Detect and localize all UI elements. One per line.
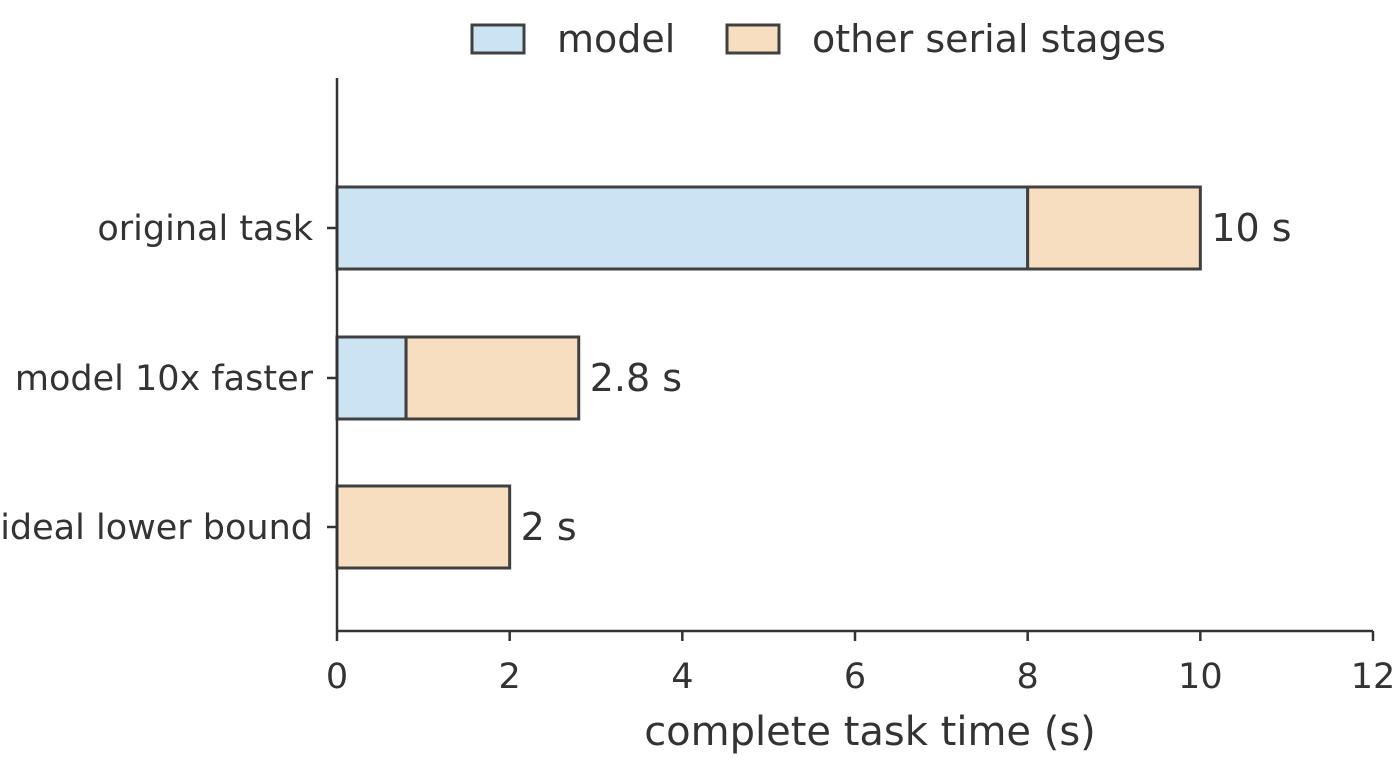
category-label: original task [97, 209, 313, 249]
legend-swatch-other-serial-stages [725, 23, 781, 55]
legend-label-model: model [557, 17, 675, 61]
bar-other-serial-stages-0 [1026, 185, 1202, 271]
bar-other-serial-stages-2 [335, 484, 512, 570]
legend-label-other-serial-stages: other serial stages [812, 17, 1166, 61]
category-label: ideal lower bound [0, 508, 313, 548]
x-tick-label: 2 [499, 657, 521, 697]
x-axis-title: complete task time (s) [644, 709, 1096, 755]
x-tick-label: 0 [326, 657, 348, 697]
bars [335, 185, 1202, 570]
bar-total-label: 10 s [1211, 206, 1291, 250]
legend: model other serial stages [470, 17, 1166, 61]
legend-swatch-model [470, 23, 526, 55]
bar-other-serial-stages-1 [404, 335, 581, 421]
axes: 0 2 4 6 8 10 12 original task model 10x faster id… [0, 78, 1395, 697]
bar-total-label: 2 s [521, 505, 577, 549]
category-label: model 10x faster [15, 359, 314, 399]
x-tick-label: 8 [1017, 657, 1039, 697]
x-tick-label: 4 [671, 657, 693, 697]
x-tick-label: 6 [844, 657, 866, 697]
bar-total-label: 2.8 s [590, 356, 682, 400]
x-tick-label: 10 [1178, 657, 1223, 697]
x-tick-label: 12 [1351, 657, 1396, 697]
bar-model-0 [335, 185, 1030, 271]
bar-model-1 [335, 335, 408, 421]
bar-labels: 10 s 2.8 s 2 s [521, 206, 1292, 549]
